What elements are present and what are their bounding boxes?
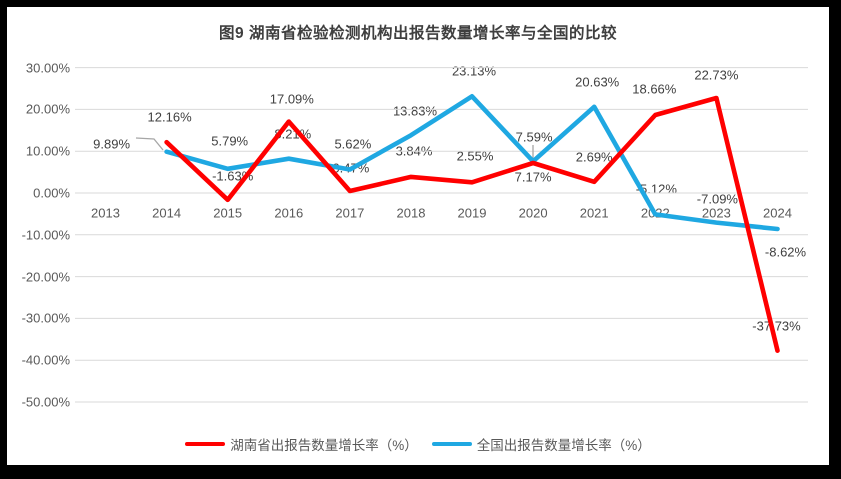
x-tick-label: 2021 — [579, 205, 609, 221]
legend-label-hunan: 湖南省出报告数量增长率（%） — [230, 438, 418, 453]
data-label: -8.62% — [764, 244, 807, 260]
x-tick-label: 2013 — [91, 205, 120, 221]
axis-and-data-labels-layer: 30.00% 20.00% 10.00% 0.00% -10.00% -20.00% -30… — [7, 7, 829, 465]
x-tick-label: 2024 — [763, 205, 792, 221]
data-label: 5.79% — [211, 133, 249, 149]
data-label: 13.83% — [392, 103, 438, 119]
y-tick-label: -50.00% — [21, 394, 70, 410]
y-tick-label: 10.00% — [25, 143, 70, 159]
legend-item-national: 全国出报告数量增长率（%） — [431, 434, 651, 454]
data-label: -37.73% — [752, 318, 801, 334]
chart-legend: 湖南省出报告数量增长率（%） 全国出报告数量增长率（%） — [7, 434, 829, 454]
chart-title: 图9 湖南省检验检测机构出报告数量增长率与全国的比较 — [219, 25, 617, 42]
data-label: 7.59% — [515, 129, 553, 145]
data-label: 2.69% — [575, 149, 613, 165]
data-label: -7.09% — [696, 191, 738, 207]
y-tick-label: 0.00% — [33, 185, 70, 201]
chart-canvas: 图9 湖南省检验检测机构出报告数量增长率与全国的比较 30.00% 20.00% 1… — [7, 7, 829, 465]
hunan-series-line — [164, 95, 780, 354]
y-tick-label: -40.00% — [21, 352, 70, 368]
data-label: 18.66% — [632, 81, 677, 97]
label-leader-line — [135, 137, 164, 151]
data-label: 22.73% — [694, 67, 739, 83]
x-tick-label: 2020 — [518, 205, 548, 221]
y-tick-label: -20.00% — [21, 269, 70, 285]
y-tick-label: 20.00% — [25, 101, 70, 117]
data-label: 2.55% — [456, 148, 494, 164]
national-line-swatch — [431, 441, 472, 447]
national-series-line — [164, 94, 780, 232]
legend-label-national: 全国出报告数量增长率（%） — [476, 438, 651, 453]
data-label: 20.63% — [575, 74, 620, 90]
line-plot — [75, 67, 808, 403]
y-tick-label: -10.00% — [21, 227, 70, 243]
y-tick-label: -30.00% — [21, 310, 70, 326]
data-label: 7.17% — [514, 169, 552, 185]
y-tick-label: 30.00% — [25, 60, 70, 76]
data-label: 9.89% — [93, 136, 131, 152]
data-label: 12.16% — [147, 109, 192, 125]
x-tick-label: 2014 — [152, 205, 182, 221]
x-tick-label: 2015 — [213, 205, 243, 221]
data-label: 5.62% — [334, 136, 372, 151]
hunan-line-swatch — [185, 441, 226, 447]
x-tick-label: 2019 — [457, 205, 487, 221]
x-tick-label: 2018 — [396, 205, 426, 221]
x-tick-label: 2016 — [274, 205, 304, 221]
x-tick-label: 2023 — [701, 205, 731, 221]
legend-item-hunan: 湖南省出报告数量增长率（%） — [185, 434, 418, 454]
data-label: 17.09% — [269, 91, 314, 107]
x-tick-label: 2017 — [335, 205, 365, 221]
